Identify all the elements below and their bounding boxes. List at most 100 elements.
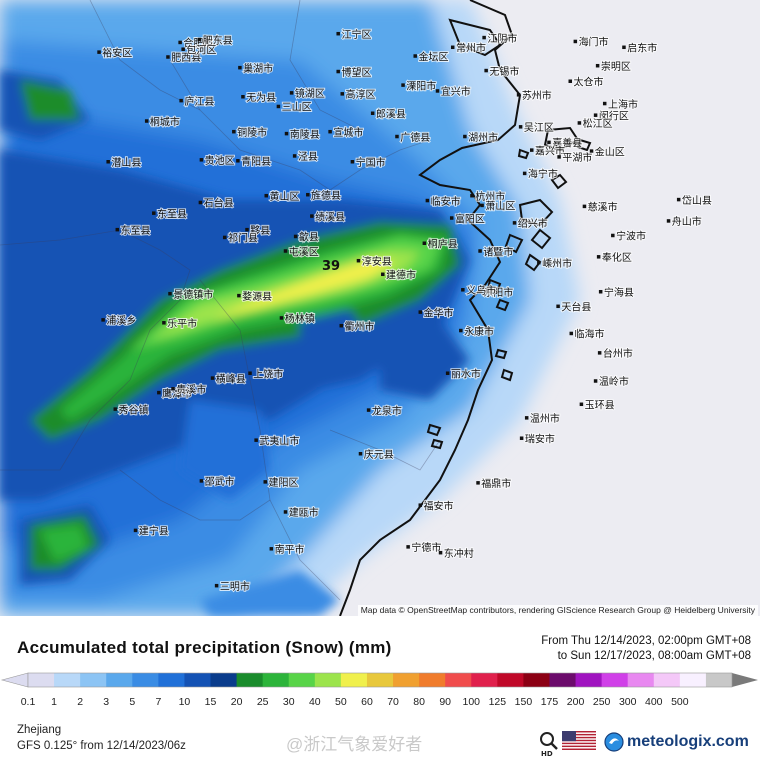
city-label: 松江区	[583, 117, 613, 130]
city-marker	[269, 547, 274, 551]
colorbar-min-arrow	[0, 672, 29, 688]
city-marker	[478, 289, 482, 294]
map-attribution: Map data © OpenStreetMap contributors, r…	[357, 605, 758, 616]
colorbar-tick: 500	[671, 696, 689, 708]
city-marker	[276, 104, 281, 109]
colorbar-tick: 80	[413, 696, 425, 708]
colorbar-tick: 60	[361, 696, 373, 708]
city-marker	[582, 204, 587, 209]
colorbar-swatch	[28, 673, 55, 687]
city-marker	[569, 331, 574, 336]
city-label: 江阴市	[487, 32, 517, 45]
colorbar-swatch	[497, 673, 524, 687]
city-label: 建阳区	[268, 476, 298, 489]
map-area[interactable]: 合肥市 肥东县 裕安区 肥西县 包河区 巢湖市 江宁区 博望区 常州市 金坛区 江阴市 海门市 启东市崇…	[0, 0, 760, 616]
city-label: 杭州市	[475, 190, 505, 203]
city-marker	[602, 101, 607, 106]
city-label: 嵊州市	[542, 257, 572, 270]
city-marker	[171, 387, 175, 391]
city-marker	[676, 197, 681, 202]
city-marker	[97, 50, 101, 54]
city-marker	[199, 158, 204, 162]
colorbar-tick: 7	[155, 696, 162, 708]
city-label: 景德镇市	[173, 288, 213, 301]
city-marker	[577, 121, 582, 125]
city-label: 建瓯市	[289, 506, 319, 519]
city-label: 桐庐县	[428, 237, 458, 250]
colorbar-tick: 400	[645, 696, 663, 708]
city-marker	[115, 227, 120, 232]
city-label: 溧阳市	[406, 79, 436, 92]
city-label: 宣城市	[333, 126, 363, 139]
city-marker	[425, 198, 430, 203]
city-label: 萧山区	[485, 201, 515, 213]
us-flag-icon[interactable]	[562, 731, 596, 750]
colorbar-tick: 70	[387, 696, 399, 708]
city-label: 博望区	[341, 66, 371, 79]
colorbar-swatch	[184, 673, 212, 687]
colorbar-swatch	[80, 673, 107, 687]
city-label: 包河区	[186, 43, 216, 56]
city-label: 临海市	[575, 328, 605, 341]
colorbar-tick: 90	[439, 696, 452, 708]
colorbar-tick: 125	[488, 696, 507, 708]
city-label: 东至县	[121, 224, 151, 237]
city-marker	[101, 318, 105, 322]
city-label: 上海市	[608, 98, 638, 111]
colorbar-tick-labels: 0.1 1 2 3 5 7 10 15 20 25 30 40 50 60 70 80 90 100 125 150 1…	[0, 696, 760, 710]
city-marker	[547, 140, 551, 145]
city-label: 庐江县	[184, 95, 214, 108]
city-marker	[422, 241, 427, 245]
city-label: 无为县	[246, 92, 276, 104]
model-run-info: GFS 0.125° from 12/14/2023/06z	[17, 740, 186, 752]
city-marker	[598, 289, 603, 294]
city-marker	[328, 129, 332, 134]
city-label: 宁波市	[616, 230, 646, 243]
colorbar-swatch	[314, 673, 342, 687]
city-marker	[245, 227, 249, 232]
city-marker	[336, 31, 340, 36]
city-marker	[339, 323, 343, 328]
city-marker	[152, 211, 156, 215]
colorbar-swatch	[523, 673, 550, 687]
city-marker	[179, 98, 183, 103]
city-marker	[199, 479, 204, 483]
svg-text:HD: HD	[541, 750, 553, 757]
city-marker	[166, 55, 170, 59]
city-marker	[395, 134, 399, 139]
colorbar-tick: 3	[103, 696, 110, 708]
city-label: 建宁县	[139, 525, 169, 538]
city-label: 绍兴市	[518, 217, 548, 230]
city-marker	[370, 111, 375, 115]
city-label: 吴江区	[524, 122, 554, 134]
city-marker	[406, 545, 410, 549]
city-label: 丽水市	[451, 367, 481, 380]
city-label: 黄山区	[270, 190, 300, 203]
meteologix-logo[interactable]: meteologix.com	[604, 731, 749, 753]
colorbar-tick: 30	[282, 696, 295, 708]
city-marker	[162, 321, 166, 325]
colorbar-tick: 1	[51, 696, 57, 708]
city-marker	[418, 503, 423, 507]
colorbar-swatch	[340, 673, 368, 687]
city-marker	[568, 79, 573, 83]
city-label: 巢湖市	[243, 62, 273, 75]
city-label: 温岭市	[599, 375, 629, 388]
city-label: 崇明区	[601, 61, 631, 73]
city-marker	[238, 65, 242, 70]
city-label: 奉化区	[602, 251, 632, 264]
city-label: 郎溪县	[376, 107, 406, 120]
colorbar-swatch	[132, 673, 159, 687]
colorbar-tick: 0.1	[20, 696, 36, 708]
city-label: 贵溪市	[176, 383, 206, 396]
city-marker	[593, 113, 598, 117]
city-marker	[595, 63, 600, 68]
city-label: 淳安县	[362, 255, 392, 268]
city-label: 潜山县	[111, 156, 141, 169]
city-marker	[232, 129, 236, 134]
city-label: 宁海县	[604, 286, 634, 299]
city-marker	[133, 528, 138, 533]
hd-search-icon[interactable]: HD	[538, 731, 560, 757]
meteologix-logo-icon	[604, 732, 624, 752]
